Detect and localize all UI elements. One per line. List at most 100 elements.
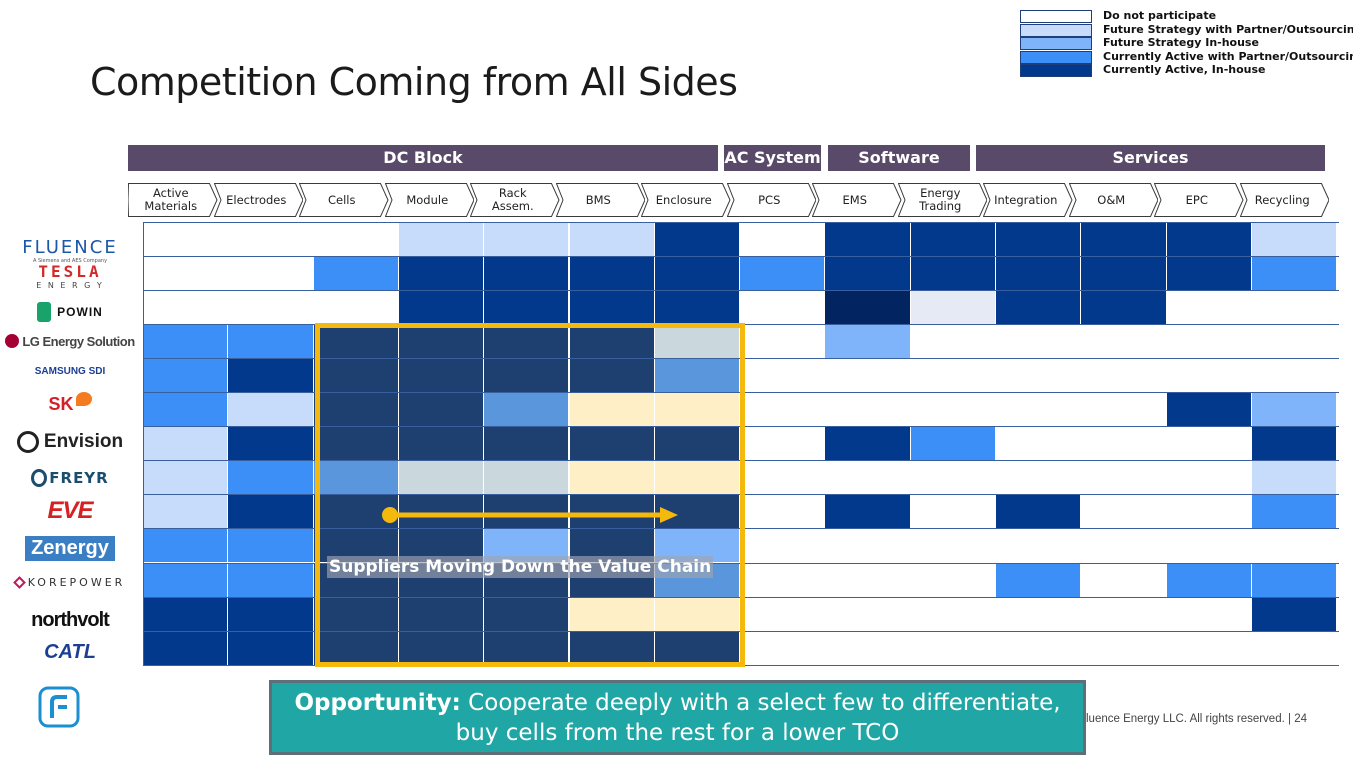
company-logo-line: Zenergy xyxy=(25,535,115,561)
matrix-cell xyxy=(910,596,995,631)
legend-swatch xyxy=(1020,23,1092,37)
company-logo: TESLA E N E R G Y xyxy=(0,262,140,290)
matrix-cell xyxy=(143,460,228,495)
company-logo-line: CATL xyxy=(44,641,96,664)
row-separator xyxy=(143,256,1339,258)
matrix-cell xyxy=(143,596,228,631)
matrix-cell xyxy=(910,358,995,393)
matrix-cell xyxy=(1251,562,1337,597)
opportunity-line1: Cooperate deeply with a select few to di… xyxy=(460,690,1061,716)
chevron-label: Recycling xyxy=(1254,192,1310,207)
matrix-cell xyxy=(740,358,825,393)
matrix-cell xyxy=(398,426,484,461)
matrix-cell xyxy=(1166,222,1251,257)
matrix-cell xyxy=(910,630,995,665)
company-name: CATL xyxy=(44,640,96,663)
matrix-cell xyxy=(143,494,228,529)
company-name: FLUENCE xyxy=(22,236,118,258)
sk-butterfly-icon xyxy=(75,392,92,406)
matrix-cell xyxy=(825,426,910,461)
legend-item: Do not participate xyxy=(1020,9,1350,23)
matrix-cell xyxy=(313,426,398,461)
matrix-cell xyxy=(484,630,569,665)
chevron-shape xyxy=(299,183,389,217)
matrix-cell xyxy=(740,290,825,325)
legend-swatch xyxy=(1020,64,1092,77)
matrix-cell xyxy=(1081,528,1166,563)
matrix-cell xyxy=(313,290,398,325)
company-logo: Envision xyxy=(0,428,140,456)
matrix-cell xyxy=(910,256,995,291)
matrix-cell xyxy=(398,256,484,291)
chevron-shape xyxy=(1154,183,1244,217)
matrix-cell xyxy=(1166,392,1251,427)
matrix-cell xyxy=(740,222,825,257)
matrix-cell xyxy=(654,630,740,665)
participation-matrix xyxy=(143,222,1338,665)
matrix-cell xyxy=(910,528,995,563)
chevron-shape xyxy=(726,183,816,217)
matrix-cell xyxy=(313,358,398,393)
freyr-mark-icon xyxy=(31,469,48,487)
chevron-label: Integration xyxy=(994,192,1058,207)
legend-swatch xyxy=(1020,50,1092,64)
matrix-cell xyxy=(825,392,910,427)
company-logo: northvolt xyxy=(0,606,140,634)
matrix-cell xyxy=(654,460,740,495)
company-logo: FLUENCE A Siemens and AES Company xyxy=(0,236,140,264)
lg-mark-icon xyxy=(5,334,20,348)
company-name: Zenergy xyxy=(25,535,115,561)
matrix-cell xyxy=(825,222,910,257)
company-subtitle: E N E R G Y xyxy=(36,281,104,290)
fluence-f-logo-icon xyxy=(38,686,80,728)
legend-item: Future Strategy with Partner/Outsourcing xyxy=(1020,23,1353,37)
matrix-cell xyxy=(1166,256,1251,291)
matrix-cell xyxy=(1081,562,1166,597)
matrix-cell xyxy=(143,256,228,291)
matrix-cell xyxy=(569,324,654,359)
matrix-cell xyxy=(654,222,740,257)
matrix-cell xyxy=(654,256,740,291)
company-name: SAMSUNG SDI xyxy=(34,365,106,377)
matrix-cell xyxy=(398,290,484,325)
company-name: KOREPOWER xyxy=(27,575,126,589)
matrix-cell xyxy=(996,290,1081,325)
chevron-label: BMS xyxy=(585,192,611,207)
chevron-step: Energy Trading xyxy=(897,183,987,217)
row-separator xyxy=(143,290,1339,292)
matrix-cell xyxy=(228,358,313,393)
matrix-cell xyxy=(996,528,1081,563)
matrix-cell xyxy=(313,256,398,291)
matrix-cell xyxy=(569,630,654,665)
matrix-cell xyxy=(143,358,228,393)
company-logo: SAMSUNG SDI xyxy=(0,357,140,385)
matrix-cell xyxy=(484,392,569,427)
matrix-cell xyxy=(313,324,398,359)
matrix-cell xyxy=(825,460,910,495)
matrix-cell xyxy=(740,562,825,597)
matrix-cell xyxy=(398,358,484,393)
matrix-cell xyxy=(569,290,654,325)
company-name: POWIN xyxy=(57,305,103,319)
matrix-cell xyxy=(1251,528,1337,563)
company-subtitle: A Siemens and AES Company xyxy=(32,257,108,264)
company-logo: Zenergy xyxy=(0,534,140,562)
company-logo-line: SAMSUNG SDI xyxy=(35,366,106,377)
matrix-cell xyxy=(228,596,313,631)
matrix-cell xyxy=(143,562,228,597)
matrix-cell xyxy=(825,324,910,359)
matrix-cell xyxy=(1081,596,1166,631)
matrix-cell xyxy=(1251,426,1337,461)
company-logo-inner: Envision xyxy=(16,431,123,453)
chevron-shape xyxy=(897,183,987,217)
matrix-cell xyxy=(996,222,1081,257)
matrix-cell xyxy=(740,324,825,359)
matrix-cell xyxy=(143,222,228,257)
matrix-cell xyxy=(1166,630,1251,665)
matrix-cell xyxy=(910,494,995,529)
matrix-cell xyxy=(484,290,569,325)
matrix-cell xyxy=(654,324,740,359)
matrix-cell xyxy=(1081,460,1166,495)
matrix-cell xyxy=(654,358,740,393)
matrix-cell xyxy=(910,290,995,325)
